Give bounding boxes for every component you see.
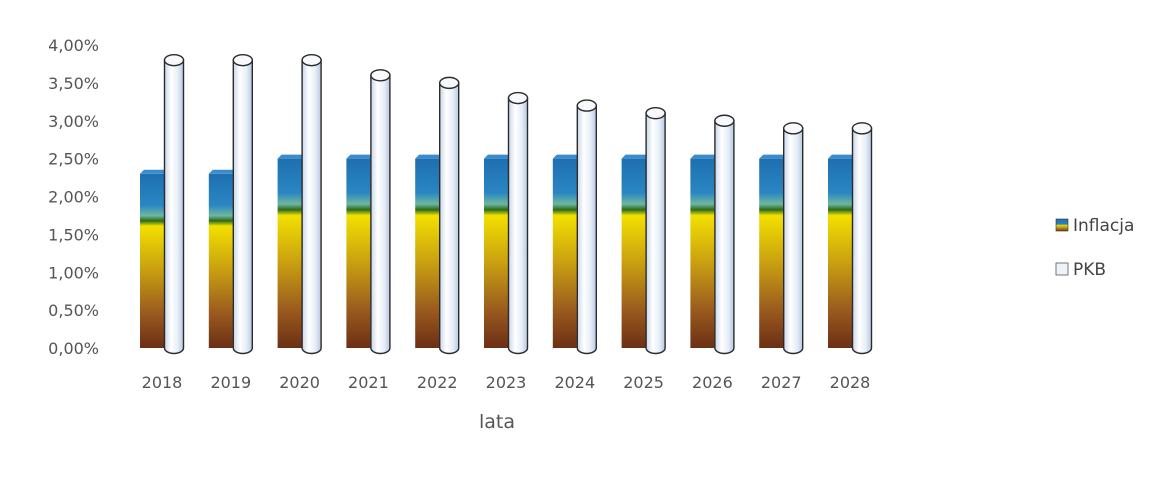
bar-inflacja-top: [140, 169, 168, 174]
x-tick-label: 2028: [830, 373, 871, 392]
bar-pkb: [163, 59, 185, 355]
bar-inflacja-top: [690, 154, 719, 159]
bar-pkb-cap: [576, 99, 597, 112]
bar-inflacja-top: [208, 169, 237, 174]
bar-inflacja: [552, 158, 577, 348]
bar-inflacja: [484, 158, 508, 348]
x-axis-labels: 2018 2019 2020 2021 2022 2023 2024 2025 2026 2027…: [142, 373, 871, 392]
bar-inflacja: [346, 158, 371, 348]
legend-item-inflacja: Inflacja: [1055, 216, 1134, 236]
bar-pkb: [232, 59, 253, 355]
bar-inflacja-top: [484, 154, 512, 159]
y-tick-label: 2,00%: [48, 188, 99, 207]
bar-inflacja: [759, 158, 784, 348]
x-axis-title: lata: [479, 411, 515, 433]
inflacja-series: [140, 154, 856, 348]
bar-pkb: [783, 127, 804, 355]
x-tick-label: 2024: [554, 373, 595, 392]
x-tick-label: 2019: [210, 373, 251, 392]
bar-inflacja: [828, 158, 852, 348]
pkb-series: [163, 53, 873, 355]
x-tick-label: 2018: [142, 373, 183, 392]
legend-swatch-pkb: [1055, 262, 1069, 276]
bar-inflacja: [690, 158, 715, 348]
bar-inflacja-top: [415, 154, 444, 159]
bar-pkb-cap: [232, 53, 254, 67]
bar-pkb-cap: [851, 122, 873, 135]
bar-pkb: [576, 104, 597, 355]
legend-swatch-inflacja: [1055, 218, 1069, 232]
bar-inflacja-top: [346, 154, 375, 159]
legend: Inflacja PKB: [1055, 216, 1134, 280]
bar-pkb-cap: [507, 91, 529, 105]
y-tick-label: 0,00%: [48, 339, 99, 358]
bar-pkb: [439, 82, 460, 355]
y-tick-label: 3,00%: [48, 112, 99, 131]
x-tick-label: 2021: [348, 373, 389, 392]
x-tick-label: 2020: [279, 373, 320, 392]
bar-inflacja: [415, 158, 440, 348]
y-tick-label: 0,50%: [48, 301, 99, 320]
bar-pkb: [301, 59, 322, 355]
y-tick-label: 2,50%: [48, 150, 99, 169]
bar-inflacja: [621, 158, 646, 348]
bar-pkb-cap: [714, 114, 735, 127]
bar-inflacja-top: [621, 154, 650, 159]
bar-pkb-cap: [645, 106, 666, 120]
bar-inflacja-top: [759, 154, 788, 159]
bar-pkb-cap: [301, 53, 322, 67]
legend-label-pkb: PKB: [1073, 260, 1106, 280]
bar-pkb: [851, 127, 873, 355]
bar-pkb-cap: [439, 76, 460, 90]
y-tick-label: 3,50%: [48, 74, 99, 93]
x-tick-label: 2026: [692, 373, 733, 392]
y-axis-labels: 0,00% 0,50% 1,00% 1,50% 2,00% 2,50% 3,00% 3,50%…: [48, 36, 99, 358]
bar-pkb: [370, 74, 391, 355]
bar-inflacja: [208, 173, 233, 348]
bar-pkb: [714, 120, 735, 355]
bar-inflacja-top: [277, 154, 306, 159]
y-tick-label: 4,00%: [48, 36, 99, 55]
legend-item-pkb: PKB: [1055, 260, 1106, 280]
x-tick-label: 2025: [623, 373, 664, 392]
bar-inflacja-top: [828, 154, 856, 159]
bar-pkb-cap: [370, 69, 391, 82]
x-tick-label: 2022: [417, 373, 458, 392]
bar-inflacja: [277, 158, 302, 348]
bar-pkb: [645, 112, 666, 355]
y-tick-label: 1,00%: [48, 263, 99, 282]
bar-inflacja: [140, 173, 164, 348]
bar-pkb: [507, 97, 529, 355]
x-tick-label: 2027: [761, 373, 802, 392]
bar-pkb-cap: [783, 122, 804, 135]
legend-label-inflacja: Inflacja: [1073, 216, 1134, 236]
y-tick-label: 1,50%: [48, 225, 99, 244]
bar-pkb-cap: [163, 53, 185, 67]
bar-inflacja-top: [552, 154, 581, 159]
x-tick-label: 2023: [486, 373, 527, 392]
